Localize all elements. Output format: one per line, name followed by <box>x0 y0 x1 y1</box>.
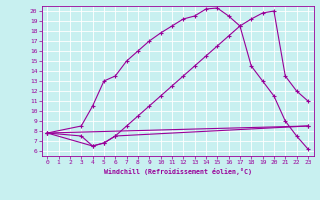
X-axis label: Windchill (Refroidissement éolien,°C): Windchill (Refroidissement éolien,°C) <box>104 168 252 175</box>
